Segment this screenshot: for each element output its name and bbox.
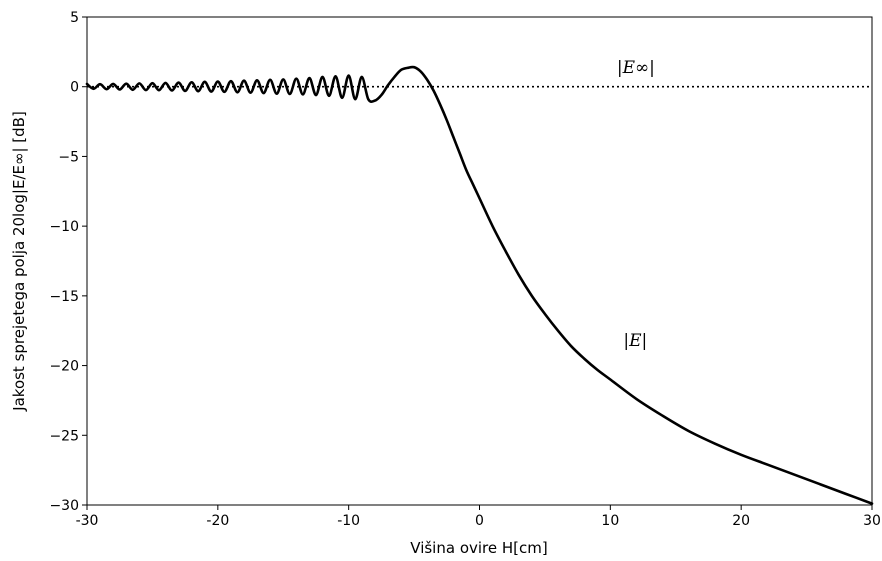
y-tick-label: −15 <box>49 289 79 305</box>
x-tick-label: 0 <box>475 513 484 529</box>
x-tick-label: -30 <box>76 513 99 529</box>
annotation-label: |E∞| <box>617 58 655 78</box>
annotation-label: |E| <box>623 331 647 351</box>
annotation-layer: |E∞| |E| <box>617 58 655 351</box>
y-axis-label: Jakost sprejetega polja 20log|E/E∞| [dB] <box>10 111 28 412</box>
series-layer <box>85 65 874 505</box>
x-tick-label: -20 <box>206 513 229 529</box>
y-tick-label: −30 <box>49 498 79 514</box>
y-tick-label: 0 <box>70 80 79 96</box>
x-tick-label: 20 <box>732 513 750 529</box>
y-tick-label: −20 <box>49 359 79 375</box>
series-line-e-field <box>85 65 874 505</box>
x-tick-label: 10 <box>601 513 619 529</box>
y-tick-label: −5 <box>58 149 79 165</box>
y-tick-label: −25 <box>49 428 79 444</box>
x-tick-label: 30 <box>863 513 881 529</box>
x-axis-label: Višina ovire H[cm] <box>410 539 547 557</box>
y-axis-ticks: 5 0 −5 −10 −15 −20 −25 −30 <box>49 10 87 514</box>
y-tick-label: 5 <box>70 10 79 26</box>
x-axis-ticks: -30 -20 -10 0 10 20 30 <box>76 505 881 529</box>
x-tick-label: -10 <box>337 513 360 529</box>
y-tick-label: −10 <box>49 219 79 235</box>
plot-area <box>87 17 872 505</box>
